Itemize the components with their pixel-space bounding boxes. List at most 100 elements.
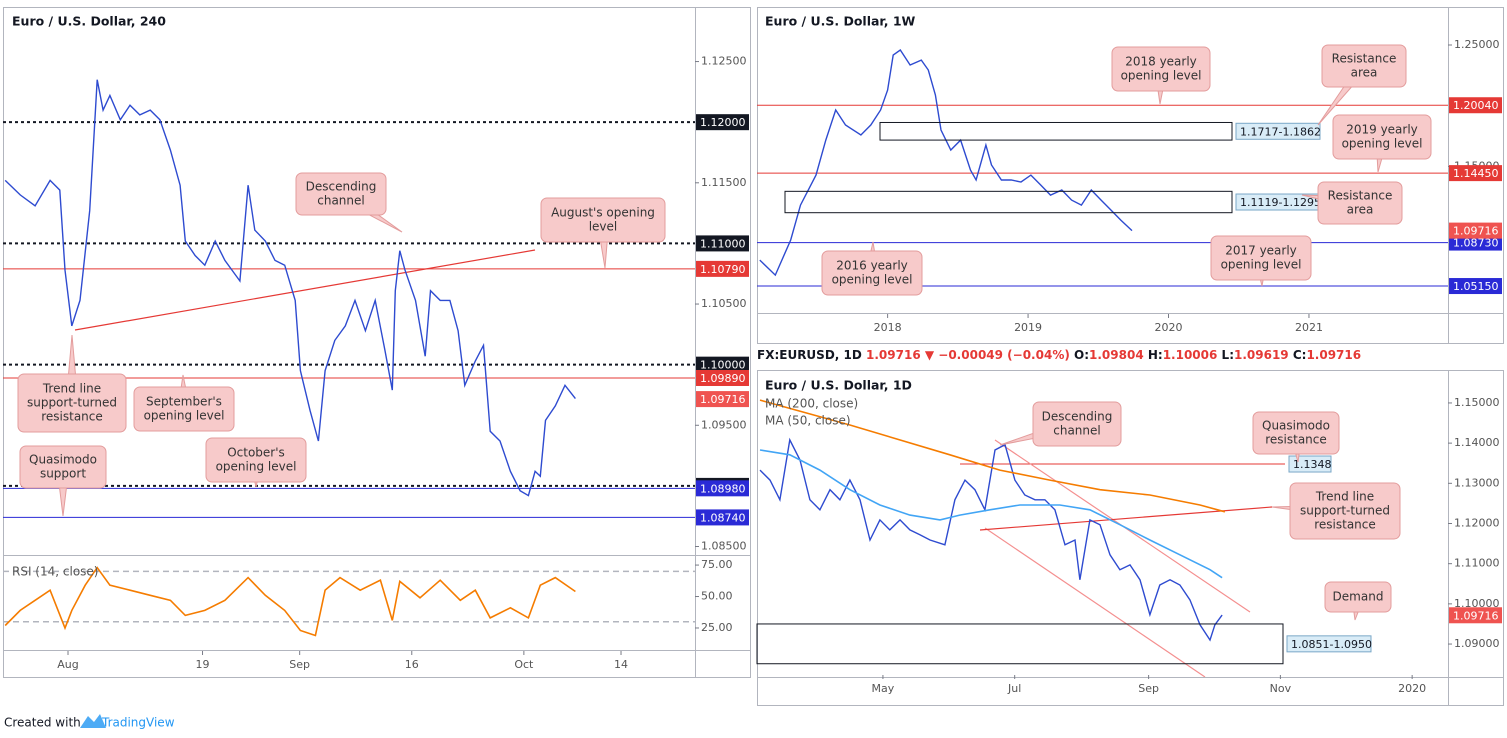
level-label: 1.1348 [1293, 458, 1332, 471]
y-tick-label: 1.08500 [701, 540, 747, 553]
low-label: L: [1222, 348, 1234, 362]
chart-title: Euro / U.S. Dollar, 1D [765, 378, 912, 393]
zone [784, 190, 1233, 214]
x-tick-label: 2020 [1155, 321, 1183, 334]
callout-text: area [1347, 203, 1374, 217]
callout [133, 386, 235, 432]
callout [1332, 114, 1432, 160]
callout-text: Quasimodo [29, 453, 97, 467]
zone-label: 1.0851-1.0950 [1291, 638, 1372, 651]
callout-text: support-turned [27, 396, 117, 410]
callout [17, 373, 127, 433]
panel-frame [3, 7, 751, 678]
close: 1.09716 [1306, 348, 1361, 362]
symbol: FX:EURUSD, 1D [757, 348, 862, 362]
high-label: H: [1148, 348, 1163, 362]
callout-text: area [1351, 66, 1378, 80]
price-badge [696, 480, 749, 497]
x-tick-label: 2018 [874, 321, 902, 334]
arrow: ▼ [925, 348, 935, 362]
change: −0.00049 (−0.04%) [938, 348, 1070, 362]
callout-text: opening level [144, 409, 225, 423]
series-line [759, 399, 1226, 513]
price-badge [696, 114, 749, 131]
y-tick-label: 1.25000 [1454, 38, 1500, 51]
open: 1.09804 [1089, 348, 1144, 362]
callout-text: opening level [1121, 69, 1202, 83]
open-label: O: [1074, 348, 1089, 362]
callout-text: Descending [1042, 410, 1113, 424]
x-tick-label: Nov [1270, 682, 1292, 695]
price-badge-label: 1.10000 [700, 359, 746, 372]
price-badge [1449, 222, 1502, 239]
x-tick-label: Oct [514, 658, 534, 671]
chart-title: Euro / U.S. Dollar, 240 [12, 14, 166, 29]
y-tick-label: 1.13000 [1454, 476, 1500, 489]
zone-label-bg [1235, 122, 1321, 140]
y-tick-label: 1.09500 [701, 418, 747, 431]
x-tick-label: Jul [1007, 682, 1021, 695]
callout-text: 2018 yearly [1125, 55, 1197, 69]
callout [821, 250, 923, 296]
x-tick-label: 14 [614, 658, 628, 671]
callout-text: channel [1053, 424, 1100, 438]
high: 1.10006 [1163, 348, 1218, 362]
y-tick-label: 1.12000 [1454, 516, 1500, 529]
callout-text: October's [227, 446, 285, 460]
y-tick-label: 1.14000 [1454, 436, 1500, 449]
callout [1317, 181, 1403, 225]
callout-text: 2017 yearly [1225, 244, 1297, 258]
callout [1111, 46, 1211, 92]
price-badge-label: 1.09716 [1453, 609, 1499, 622]
callout-text: channel [317, 194, 364, 208]
price: 1.09716 [866, 348, 921, 362]
price-badge [696, 509, 749, 526]
y-tick-label: 1.15000 [1454, 396, 1500, 409]
series-line [759, 437, 1223, 642]
callout [1252, 411, 1340, 455]
y-tick-label: 75.00 [701, 558, 733, 571]
callout-text: opening level [1221, 258, 1302, 272]
y-tick-label: 1.09000 [1454, 637, 1500, 650]
series-line [759, 449, 1223, 579]
drawing-line [984, 527, 1206, 677]
close-label: C: [1293, 348, 1307, 362]
price-badge-label: 1.20040 [1453, 99, 1499, 112]
footer-text: Created with [4, 716, 81, 730]
callout-text: Demand [1333, 590, 1384, 604]
x-tick-label: 19 [196, 658, 210, 671]
level-label-bg [1288, 455, 1332, 473]
price-badge-label: 1.09890 [700, 372, 746, 385]
callout-text: Trend line [1315, 490, 1374, 504]
y-tick-label: 1.12500 [701, 55, 747, 68]
price-badge [1449, 278, 1502, 295]
x-tick-label: 16 [405, 658, 419, 671]
price-badge-label: 1.09716 [700, 393, 746, 406]
price-badge-label: 1.05150 [1453, 280, 1499, 293]
drawing-line [74, 249, 536, 331]
callout-text: resistance [1265, 433, 1327, 447]
callout-text: Resistance [1332, 52, 1397, 66]
zone-label-bg [1286, 635, 1372, 653]
info-bar: FX:EURUSD, 1D 1.09716 ▼ −0.00049 (−0.04%… [757, 348, 1361, 362]
callout-text: support-turned [1300, 504, 1390, 518]
callout-text: Quasimodo [1262, 419, 1330, 433]
callout [1289, 482, 1401, 540]
callout-text: resistance [41, 410, 103, 424]
price-badge-label: 1.08980 [700, 482, 746, 495]
zone-label: 1.1717-1.1862 [1240, 125, 1321, 138]
callout-text: level [589, 220, 618, 234]
price-badge [696, 260, 749, 277]
callout-text: 2016 yearly [836, 259, 908, 273]
price-badge-label: 1.11000 [700, 237, 746, 250]
callout [1324, 581, 1392, 613]
callout-text: opening level [832, 273, 913, 287]
legend-entry: RSI (14, close) [12, 565, 98, 579]
x-tick-label: Sep [289, 658, 310, 671]
callout-text: September's [146, 395, 222, 409]
x-tick-label: Sep [1138, 682, 1159, 695]
price-badge [1449, 165, 1502, 182]
footer-brand[interactable]: TradingView [101, 716, 175, 730]
logo [80, 714, 106, 728]
